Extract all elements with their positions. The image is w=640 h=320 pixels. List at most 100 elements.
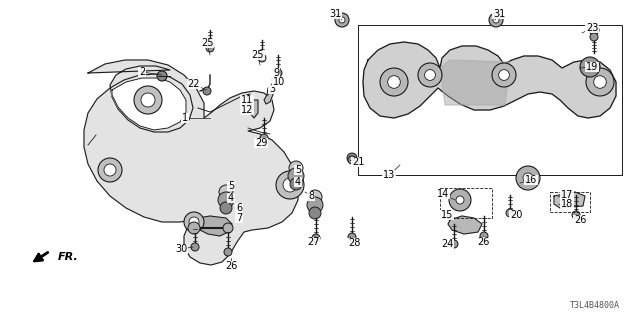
Text: 3: 3 (269, 84, 275, 94)
Text: 16: 16 (525, 175, 537, 185)
Text: T3L4B4800A: T3L4B4800A (570, 301, 620, 310)
Text: 30: 30 (175, 244, 187, 254)
Polygon shape (112, 78, 186, 130)
Circle shape (348, 156, 356, 164)
Text: 7: 7 (236, 213, 242, 223)
Text: 29: 29 (255, 138, 267, 148)
Circle shape (499, 69, 509, 80)
Circle shape (589, 25, 599, 35)
Circle shape (274, 69, 282, 77)
Circle shape (380, 68, 408, 96)
Text: 19: 19 (586, 62, 598, 72)
Circle shape (450, 240, 458, 248)
Circle shape (218, 192, 234, 208)
Circle shape (590, 33, 598, 41)
Polygon shape (448, 216, 482, 234)
Circle shape (312, 234, 320, 242)
Text: 13: 13 (383, 170, 395, 180)
Circle shape (290, 178, 302, 190)
Polygon shape (264, 84, 274, 104)
Circle shape (191, 243, 199, 251)
Circle shape (157, 71, 167, 81)
Polygon shape (192, 216, 232, 236)
Text: 20: 20 (510, 210, 522, 220)
Circle shape (141, 93, 155, 107)
Text: 31: 31 (329, 9, 341, 19)
Text: 10: 10 (273, 77, 285, 87)
Circle shape (189, 217, 199, 227)
Text: 12: 12 (241, 105, 253, 115)
Circle shape (308, 190, 322, 204)
Circle shape (348, 233, 356, 241)
Text: 14: 14 (437, 189, 449, 199)
Circle shape (289, 161, 303, 175)
Text: 4: 4 (228, 193, 234, 203)
Circle shape (493, 17, 499, 23)
Circle shape (188, 222, 200, 234)
Circle shape (594, 76, 606, 88)
Polygon shape (250, 100, 258, 118)
Text: 17: 17 (561, 190, 573, 200)
Circle shape (586, 68, 614, 96)
Text: FR.: FR. (58, 252, 79, 262)
Circle shape (339, 17, 345, 23)
Text: 26: 26 (225, 261, 237, 271)
Circle shape (276, 171, 304, 199)
Circle shape (492, 63, 516, 87)
Text: 24: 24 (441, 239, 453, 249)
Text: 28: 28 (348, 238, 360, 248)
Circle shape (224, 248, 232, 256)
Circle shape (184, 212, 204, 232)
Circle shape (489, 13, 503, 27)
Polygon shape (440, 60, 510, 105)
Circle shape (523, 173, 533, 183)
Text: 21: 21 (352, 157, 364, 167)
Circle shape (258, 54, 266, 62)
Polygon shape (554, 192, 585, 208)
Circle shape (260, 134, 268, 142)
Circle shape (134, 86, 162, 114)
Text: 11: 11 (241, 95, 253, 105)
Circle shape (98, 158, 122, 182)
Circle shape (283, 178, 297, 192)
Circle shape (309, 207, 321, 219)
Text: 5: 5 (295, 165, 301, 175)
Text: 23: 23 (586, 23, 598, 33)
Text: 31: 31 (493, 9, 505, 19)
Circle shape (456, 196, 464, 204)
Circle shape (307, 197, 323, 213)
Text: 27: 27 (307, 237, 319, 247)
Text: 25: 25 (252, 50, 264, 60)
Text: 4: 4 (295, 177, 301, 187)
Circle shape (580, 57, 600, 77)
Polygon shape (84, 60, 298, 265)
Circle shape (335, 13, 349, 27)
Circle shape (347, 153, 357, 163)
Text: 2: 2 (139, 67, 145, 77)
Text: 25: 25 (201, 38, 213, 48)
Circle shape (506, 209, 514, 217)
Circle shape (424, 69, 435, 80)
Circle shape (288, 168, 304, 184)
Text: 1: 1 (182, 113, 188, 123)
Circle shape (223, 223, 233, 233)
Text: 6: 6 (236, 203, 242, 213)
Circle shape (516, 166, 540, 190)
Text: 22: 22 (188, 79, 200, 89)
Text: 5: 5 (228, 181, 234, 191)
Circle shape (449, 189, 471, 211)
Bar (550, 192, 590, 212)
Text: 9: 9 (273, 68, 279, 78)
Circle shape (206, 44, 214, 52)
Circle shape (104, 164, 116, 176)
Circle shape (220, 202, 232, 214)
Text: 8: 8 (308, 191, 314, 201)
Text: 18: 18 (561, 199, 573, 209)
Circle shape (480, 232, 488, 240)
Text: 15: 15 (441, 210, 453, 220)
Circle shape (388, 76, 400, 88)
Circle shape (586, 63, 594, 71)
Bar (358, 25, 622, 175)
Bar (440, 188, 492, 218)
Polygon shape (363, 42, 616, 118)
